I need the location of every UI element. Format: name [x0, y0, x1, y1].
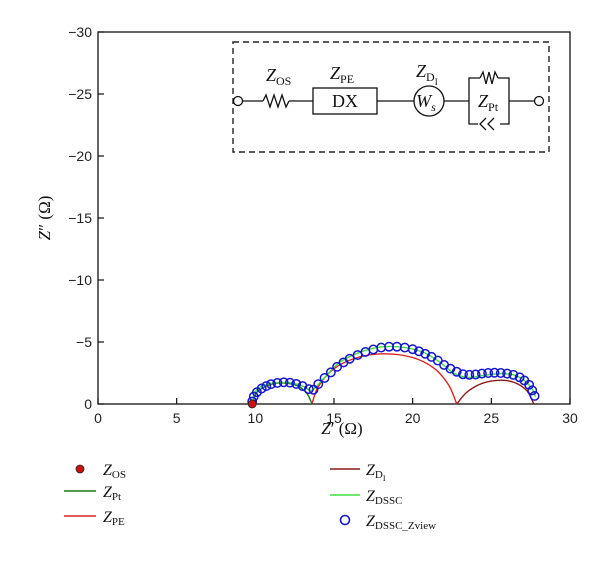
- data-point-z-dssc-zview: [489, 367, 500, 378]
- data-point-z-dssc-zview: [272, 377, 283, 388]
- legend-label-zpe: ZPE: [103, 509, 125, 528]
- data-point-z-dssc-zview: [483, 368, 494, 378]
- data-point-z-dssc-zview: [344, 353, 355, 364]
- circuit-terminal-left: [232, 95, 244, 107]
- x-tick-label: 30: [562, 410, 578, 426]
- legend-label-zpt: ZPt: [103, 484, 121, 503]
- data-point-z-dssc-zview: [256, 383, 267, 394]
- data-point-z-dssc-zview: [407, 344, 418, 355]
- data-point-z-dssc-zview: [278, 377, 289, 388]
- legend-swatch-zdssc-zview: [339, 514, 351, 526]
- legend-label-zdi: ZDI: [366, 462, 386, 483]
- circuit-terminal-right: [533, 95, 545, 107]
- data-point-z-dssc-zview: [261, 381, 272, 391]
- circuit-label-zpt: ZPt: [478, 91, 499, 114]
- legend-label-zdssc-zview: ZDSSC_Zview: [366, 513, 436, 532]
- data-point-z-dssc-zview: [313, 379, 324, 390]
- series-line-z-pe: [311, 353, 458, 405]
- pt-resistor-symbol: [479, 70, 499, 85]
- data-point-z-os: [247, 399, 257, 409]
- pt-parallel-network: [468, 77, 480, 101]
- x-tick-label: 5: [173, 410, 181, 426]
- data-point-z-dssc-zview: [458, 369, 468, 380]
- legend-label-zos: ZOS: [103, 462, 126, 481]
- y-axis: 0 −5 −10 −15 −20 −25 −30: [68, 24, 104, 412]
- inset-dashed-frame: [232, 41, 550, 153]
- warburg-element-label: Ws: [416, 91, 436, 114]
- data-point-z-dssc-zview: [524, 379, 535, 390]
- legend-item-zdssc: ZDSSC: [330, 488, 402, 507]
- data-point-z-dssc-zview: [508, 369, 519, 380]
- y-tick-label: 0: [84, 396, 92, 412]
- data-point-z-dssc-zview: [527, 385, 538, 396]
- circuit-label-zpe: ZPE: [330, 63, 354, 86]
- legend-item-zdssc-zview: ZDSSC_Zview: [339, 513, 436, 532]
- legend-item-zpt: ZPt: [64, 484, 121, 503]
- y-tick-label: −15: [68, 210, 92, 226]
- data-point-z-dssc-zview: [266, 379, 277, 390]
- x-tick-label: 15: [326, 410, 342, 426]
- y-tick-label: −30: [68, 24, 92, 40]
- x-tick-label: 20: [405, 410, 421, 426]
- series-line-z-dssc: [251, 345, 537, 405]
- series-line-z-d-i: [456, 379, 535, 405]
- data-point-z-dssc-zview: [414, 346, 424, 357]
- data-point-z-dssc-zview: [303, 384, 314, 395]
- legend-swatch-zos: [75, 464, 85, 474]
- x-tick-label: 0: [94, 410, 102, 426]
- legend-label-zdssc: ZDSSC: [366, 488, 402, 507]
- x-axis: 0 5 10 15 20 25 30: [94, 398, 578, 426]
- dx-element-label: DX: [332, 91, 358, 111]
- circuit-label-zdi: ZDI: [416, 61, 438, 87]
- dx-element-box: [312, 87, 378, 115]
- data-point-z-dssc-zview: [319, 373, 330, 383]
- x-tick-label: 25: [484, 410, 500, 426]
- y-tick-label: −20: [68, 148, 92, 164]
- y-tick-label: −5: [76, 334, 92, 350]
- pt-cpe-symbol: [468, 101, 478, 125]
- equivalent-circuit-inset: DX Ws ZOS ZPE ZDI ZPt: [232, 41, 550, 153]
- legend-item-zpe: ZPE: [64, 509, 125, 528]
- data-point-z-dssc-zview: [464, 369, 475, 380]
- y-tick-label: −10: [68, 272, 92, 288]
- series-layer: [247, 341, 540, 409]
- data-point-z-dssc-zview: [476, 368, 487, 379]
- legend-item-zdi: ZDI: [330, 462, 386, 483]
- legend: ZOS ZPt ZPE ZDI ZDSSC: [64, 462, 436, 532]
- legend-item-zos: ZOS: [75, 462, 126, 481]
- data-point-z-dssc-zview: [529, 390, 540, 401]
- data-point-z-dssc-zview: [495, 368, 506, 378]
- y-axis-title: Z″ (Ω): [35, 196, 54, 241]
- x-tick-label: 10: [248, 410, 264, 426]
- x-axis-title: Z′ (Ω): [321, 419, 362, 438]
- circuit-label-zos: ZOS: [266, 65, 291, 88]
- data-point-z-dssc-zview: [325, 367, 336, 378]
- y-tick-label: −25: [68, 86, 92, 102]
- data-point-z-dssc-zview: [451, 366, 462, 377]
- resistor-os-symbol: [262, 92, 290, 110]
- data-point-z-dssc-zview: [284, 377, 295, 388]
- data-point-z-dssc-zview: [291, 378, 302, 389]
- data-point-z-dssc-zview: [502, 368, 513, 379]
- data-point-z-dssc-zview: [470, 369, 481, 380]
- pt-cpe-symbol: [487, 117, 495, 131]
- pt-cpe-symbol: [479, 117, 487, 131]
